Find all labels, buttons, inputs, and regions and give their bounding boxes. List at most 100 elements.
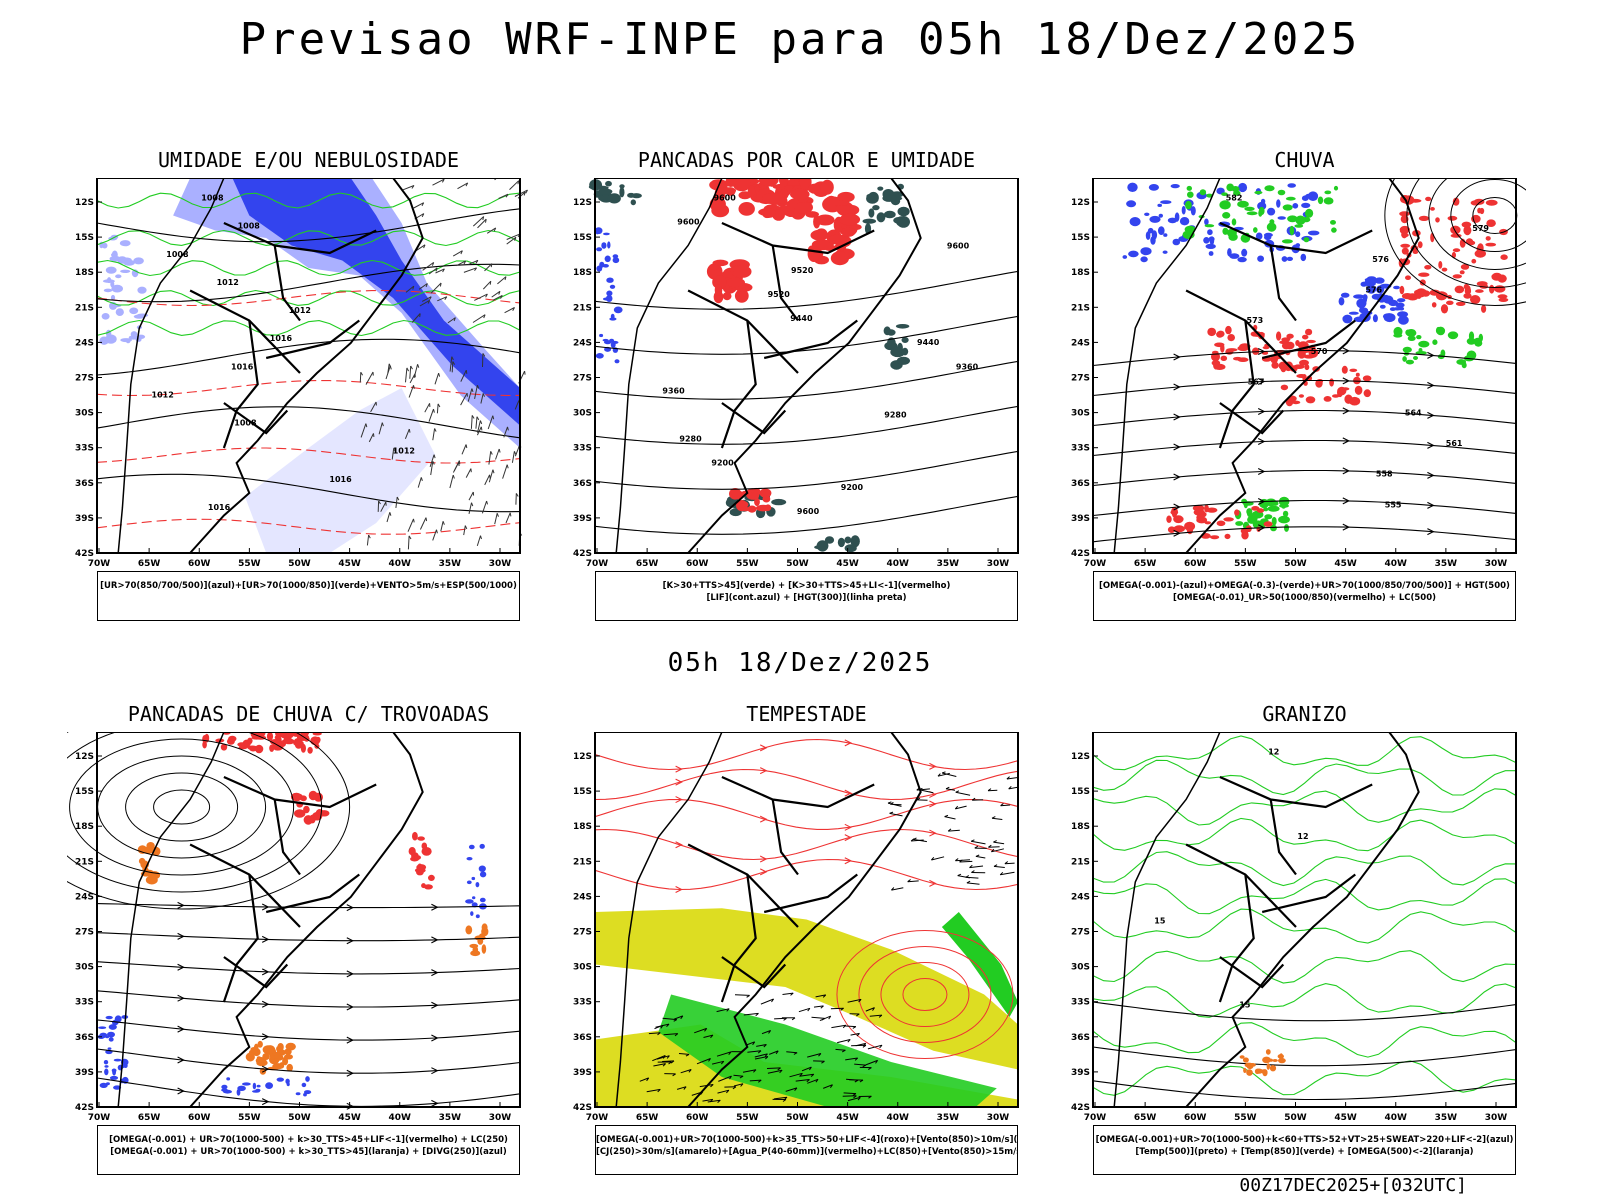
wind-vector [867,1044,883,1050]
omega-blue-cell [1205,243,1216,249]
shower-cell [262,1053,270,1060]
wind-vector-head [425,283,428,288]
shower-cell [145,875,158,885]
wind-vector-head [674,1033,679,1037]
wind-vector [470,415,473,429]
y-tick-label: 39S [75,514,94,524]
wind-vector [378,422,383,435]
wind-vector [365,371,374,385]
convection-cell [891,346,902,353]
x-tick-label: 35W [1435,1113,1458,1123]
humidity-red-cell [1207,327,1217,337]
wind-vector-head [498,448,501,453]
x-tick-label: 50W [288,559,311,569]
wind-vector-head [464,525,468,530]
streamline-arrow [929,762,937,770]
humidity-red-cell [1405,275,1411,280]
wind-vector-head [859,1079,864,1083]
humidity-red-cell [1344,394,1353,404]
humidity-red-cell [1497,294,1508,299]
wind-vector [402,185,415,191]
wind-vector-head [887,801,892,804]
wind-vector-head [411,185,415,189]
wind-vector-head [999,871,1004,876]
y-tick-label: 39S [573,514,592,524]
high-pressure-ring [1428,178,1526,270]
thunderstorm-cell [294,739,303,749]
instability-cell [758,178,779,187]
omega-blue-cell [1127,182,1138,192]
wind-vector [801,1066,812,1072]
divergence-cell [109,1075,119,1080]
wind-vector-head [862,1064,867,1068]
divergence-cell [471,876,476,881]
wind-vector [477,420,481,433]
humidity-red-cell [1355,372,1360,377]
humidity-red-cell [1206,507,1218,513]
streamline-arrow [261,1033,270,1041]
convection-cell [824,536,835,544]
omega-blue-cell [1129,217,1141,227]
wind-vector [798,1007,811,1013]
wind-vector-head [673,1019,678,1022]
contour-label: 555 [1385,500,1402,509]
contour-label: 9440 [917,338,940,347]
temp-850-contour [1092,908,1517,944]
wind-vector-head [441,178,445,183]
country-border [687,843,799,928]
y-tick-label: 21S [573,303,592,313]
wind-vector-head [425,517,428,522]
wind-vector-head [868,1067,872,1071]
wind-vector [494,513,498,525]
wind-vector-head [485,219,487,223]
omega-blue-cell [1181,205,1186,215]
x-tick-label: 55W [1234,1113,1257,1123]
omega-green-cell [1456,359,1467,365]
wind-vector-head [490,451,493,455]
humidity-red-cell [1196,514,1205,521]
shower-cell [285,1042,296,1051]
wind-vector-head [498,291,501,295]
y-tick-label: 42S [75,549,94,559]
omega-green-cell [1185,200,1192,210]
wind-vector-head [974,845,979,849]
humidity-red-cell [1184,521,1196,531]
wind-vector [733,1083,744,1087]
omega-blue-cell [1287,183,1296,188]
wind-vector [747,1050,762,1053]
thunderstorm-cell [294,809,306,818]
wind-vector-head [728,1051,732,1056]
wind-vector-head [732,1086,737,1090]
y-tick-label: 42S [573,1103,592,1113]
wind-vector-head [429,296,432,301]
omega-cell [1242,1057,1249,1063]
map-area: 9600 9600 9600 9520 9520 9440 9440 9360 9360 9280… [573,178,1019,569]
legend-line: [LIF](cont.azul) + [HGT(300)](linha pret… [706,593,907,603]
wind-vector-head [408,429,411,433]
humidity-red-cell [1234,509,1240,516]
wind-vector-head [438,372,441,377]
wind-vector [477,218,487,229]
humidity-red-cell [1470,295,1481,304]
streamline [96,903,521,909]
east-coastline [189,178,424,554]
humidity-red-cell [1418,272,1430,277]
wind-vector-head [433,408,435,413]
instability-cell [820,179,834,195]
contour-label: 1008 [234,419,257,428]
wind-vector [429,454,435,468]
temp-850-contour [1092,788,1517,826]
wind-vector-head [452,474,455,479]
thunderstorm-cell [308,790,318,801]
instability-cell [734,289,749,303]
divergence-cell [475,914,480,919]
humidity-red-cell [1476,281,1488,287]
wind-vector [639,1077,649,1082]
wind-vector-head [471,502,474,507]
streamline-arrow [675,841,683,849]
wind-vector [457,182,468,190]
omega-blue-cell [1359,307,1364,312]
wind-vector-head [442,521,445,525]
omega-green-cell [1407,335,1416,341]
wind-vector-head [955,858,959,862]
